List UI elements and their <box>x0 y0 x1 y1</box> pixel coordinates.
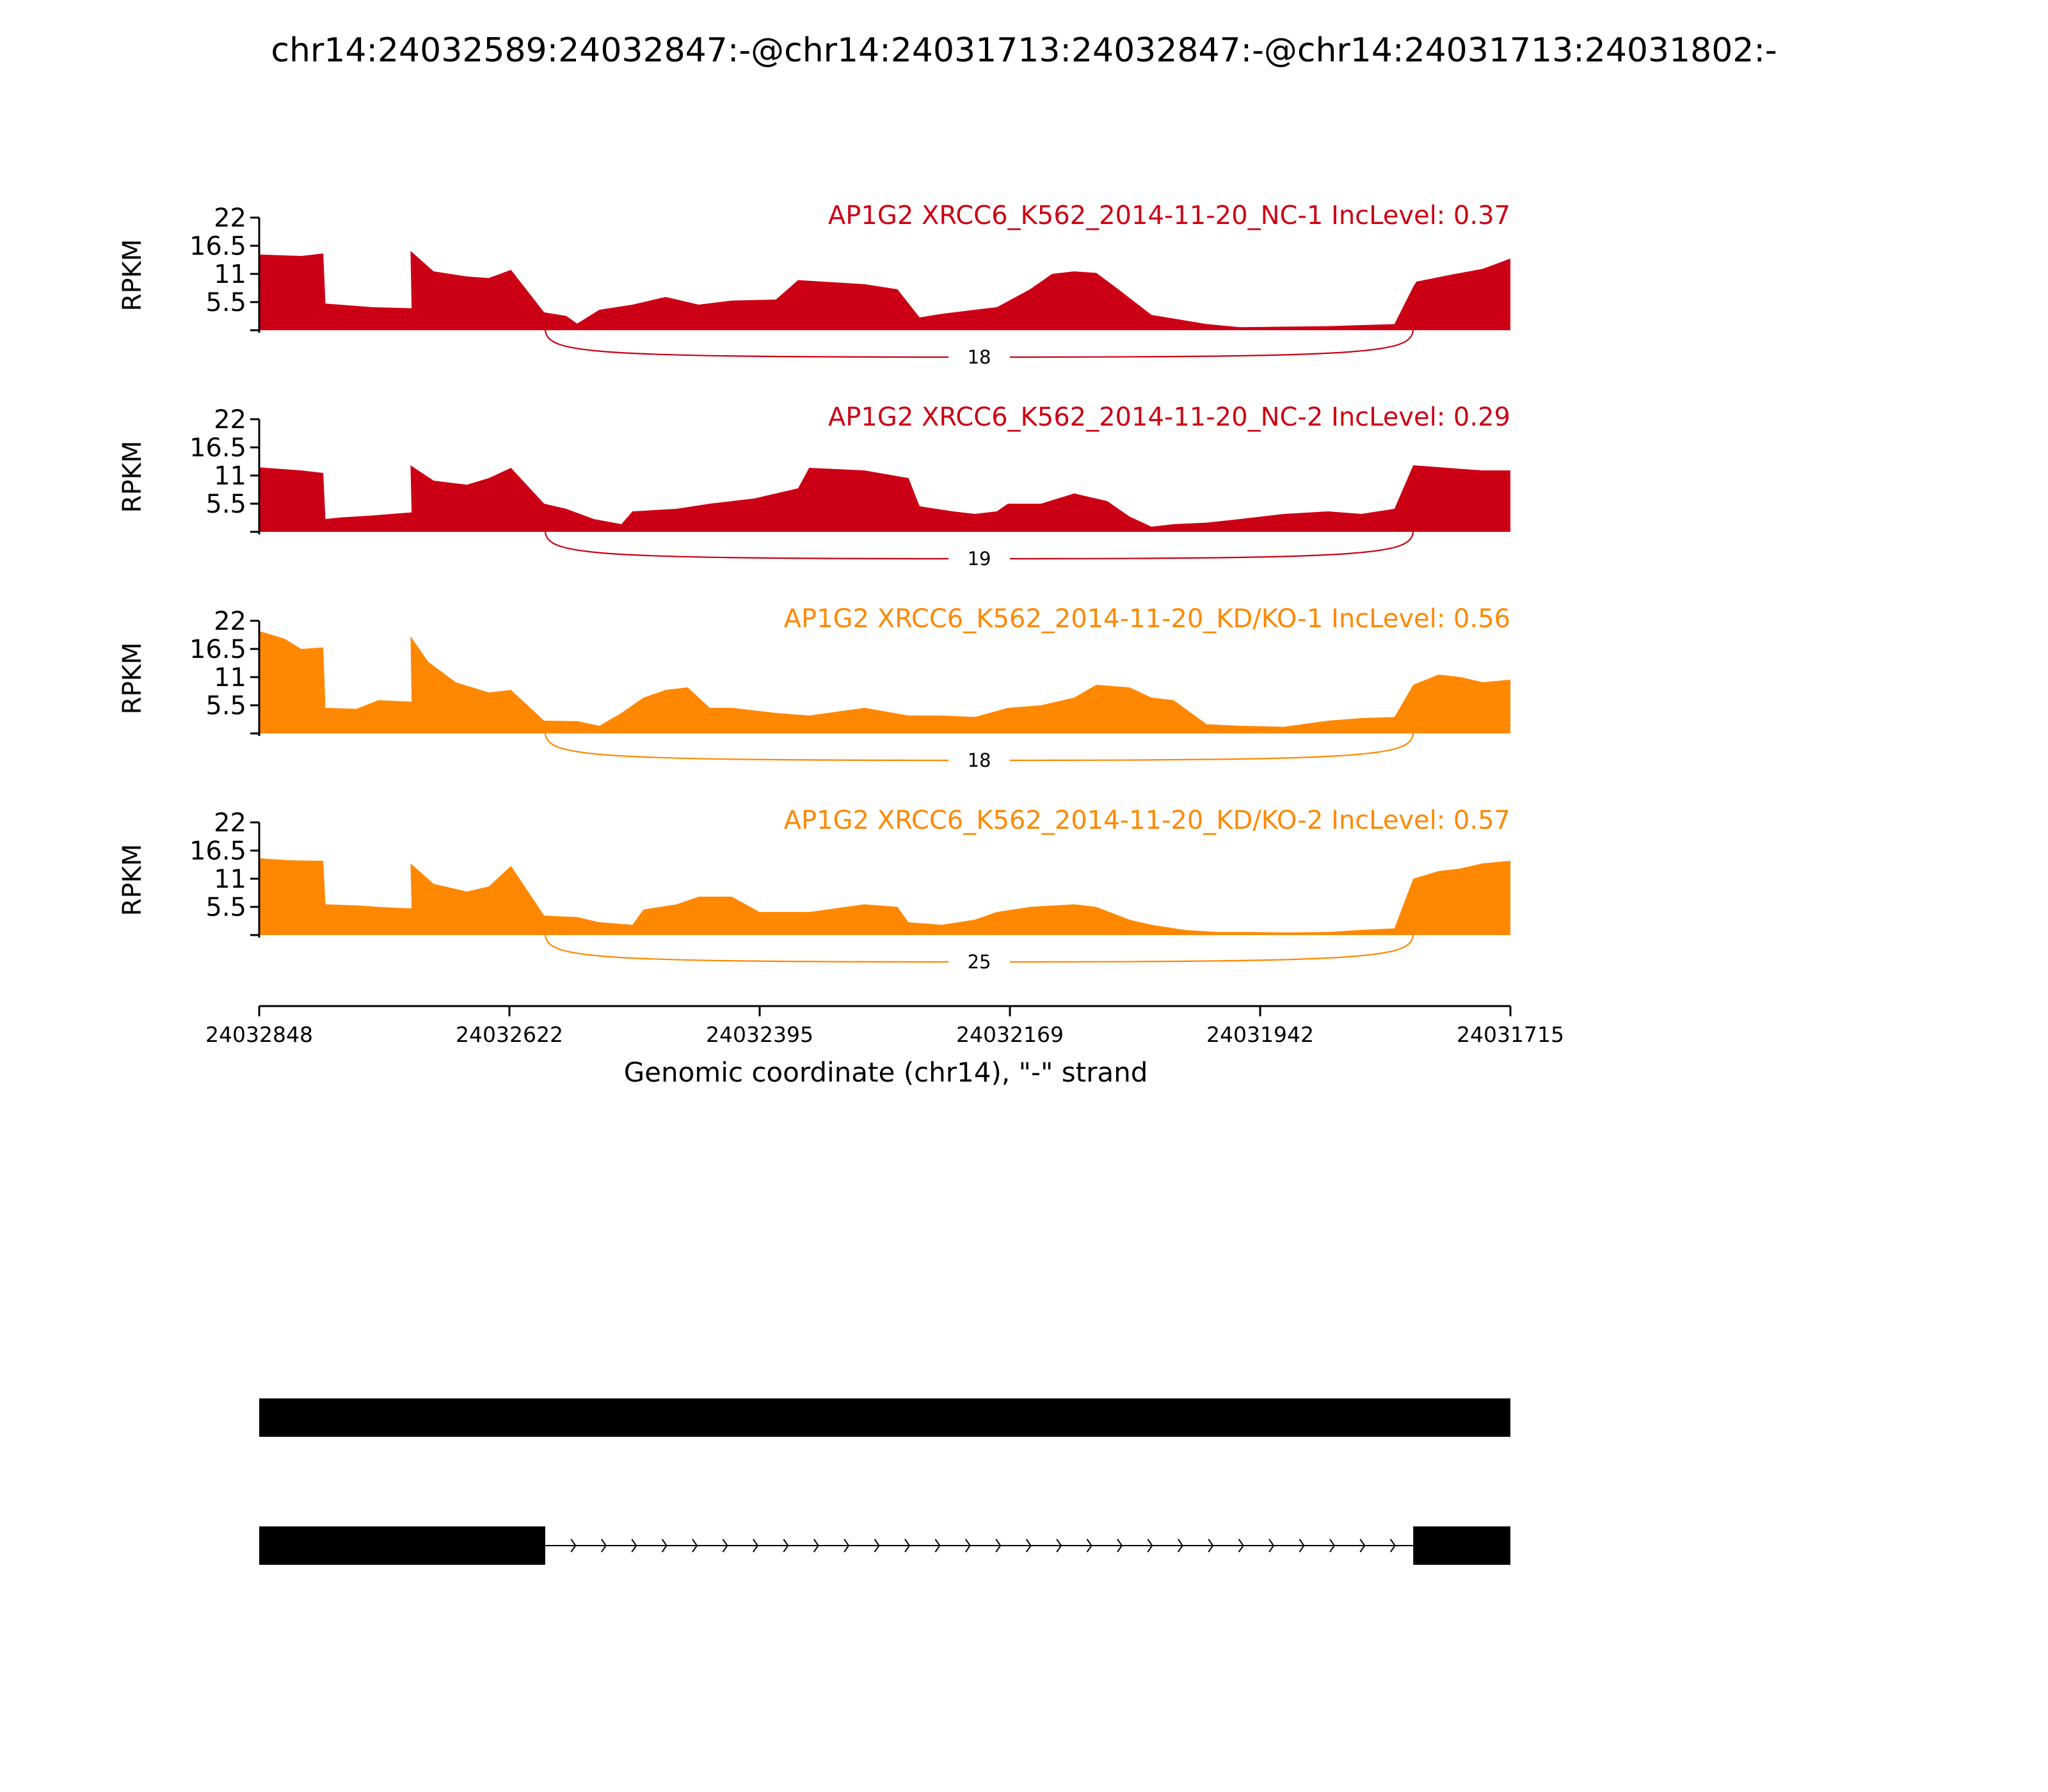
y-tick-label: 22 <box>214 808 246 838</box>
coverage-area <box>259 858 1510 935</box>
x-tick-label: 24032622 <box>456 1022 563 1047</box>
x-tick-label: 24032848 <box>205 1022 313 1047</box>
track-title: AP1G2 XRCC6_K562_2014-11-20_NC-1 IncLeve… <box>828 201 1510 230</box>
y-axis-label: RPKM <box>118 441 147 513</box>
y-tick-label: 16.5 <box>189 635 246 664</box>
x-tick-label: 24031715 <box>1457 1022 1564 1047</box>
y-tick-label: 5.5 <box>205 288 246 317</box>
junction-label-bg <box>948 547 1011 570</box>
x-axis-label: Genomic coordinate (chr14), "-" strand <box>624 1057 1148 1088</box>
strand-arrow <box>1208 1539 1214 1553</box>
y-tick-label: 22 <box>214 204 246 233</box>
y-tick-label: 11 <box>214 260 246 289</box>
strand-arrow <box>1117 1539 1123 1553</box>
junction-label-bg <box>948 950 1011 973</box>
strand-arrow <box>1359 1539 1366 1553</box>
exon-block <box>259 1526 545 1565</box>
x-tick-label: 24032395 <box>706 1022 813 1047</box>
strand-arrow <box>874 1539 880 1553</box>
exon-block <box>259 1398 1510 1437</box>
junction-label-bg <box>948 749 1011 772</box>
coverage-area <box>259 251 1510 330</box>
junction-label: 25 <box>968 951 991 973</box>
strand-arrow <box>1268 1539 1275 1553</box>
track-title: AP1G2 XRCC6_K562_2014-11-20_NC-2 IncLeve… <box>828 403 1510 432</box>
y-axis-label: RPKM <box>118 844 147 916</box>
junction: 25 <box>544 934 1414 973</box>
strand-arrow <box>934 1539 941 1553</box>
y-tick-label: 22 <box>214 405 246 435</box>
x-axis: 24032848 24032622 24032395 24032169 24031942… <box>205 1005 1564 1047</box>
strand-arrow <box>692 1539 698 1553</box>
strand-arrow <box>1086 1539 1092 1553</box>
strand-arrow <box>813 1539 819 1553</box>
strand-arrow <box>1389 1539 1396 1553</box>
strand-arrow <box>995 1539 1002 1553</box>
junction-label: 18 <box>968 346 991 368</box>
strand-arrow <box>783 1539 789 1553</box>
isoform-1 <box>259 1398 1510 1437</box>
junction-label: 19 <box>968 548 991 570</box>
strand-arrow <box>722 1539 728 1553</box>
strand-arrow <box>964 1539 972 1553</box>
y-tick-label: 22 <box>214 607 246 636</box>
strand-arrow <box>570 1539 577 1553</box>
junction: 18 <box>544 330 1414 369</box>
strand-arrow <box>1238 1539 1244 1553</box>
y-tick-label: 5.5 <box>205 691 246 721</box>
x-tick-label: 24032169 <box>956 1022 1064 1047</box>
strand-arrow <box>1177 1539 1183 1553</box>
junction-label-bg <box>948 346 1011 369</box>
strand-arrow <box>1329 1539 1336 1553</box>
main-title: chr14:24032589:24032847:-@chr14:24031713… <box>271 31 1777 70</box>
strand-arrow <box>1056 1539 1062 1553</box>
y-tick-label: 5.5 <box>205 490 246 519</box>
isoform-2 <box>259 1526 1510 1565</box>
y-tick-label: 16.5 <box>189 836 246 866</box>
strand-arrow <box>1299 1539 1305 1553</box>
strand-arrow <box>1025 1539 1032 1553</box>
track-title: AP1G2 XRCC6_K562_2014-11-20_KD/KO-2 IncL… <box>784 806 1510 835</box>
strand-arrow <box>844 1539 850 1553</box>
strand-arrow <box>753 1539 759 1553</box>
coverage-area <box>259 631 1510 733</box>
y-tick-label: 16.5 <box>189 433 246 463</box>
y-tick-label: 16.5 <box>189 232 246 261</box>
junction: 18 <box>544 733 1414 772</box>
y-tick-label: 11 <box>214 865 246 894</box>
junction-label: 18 <box>968 749 991 771</box>
strand-arrow <box>661 1539 668 1553</box>
coverage-area <box>259 465 1510 532</box>
exon-block <box>1413 1526 1510 1565</box>
y-axis-label: RPKM <box>118 643 147 715</box>
strand-arrow <box>1147 1539 1153 1553</box>
strand-arrow <box>600 1539 607 1553</box>
y-tick-label: 5.5 <box>205 893 246 922</box>
y-axis-label: RPKM <box>118 239 147 312</box>
track-title: AP1G2 XRCC6_K562_2014-11-20_KD/KO-1 IncL… <box>784 604 1510 634</box>
strand-arrow <box>631 1539 637 1553</box>
x-tick-label: 24031942 <box>1206 1022 1314 1047</box>
y-tick-label: 11 <box>214 461 246 491</box>
isoform-models <box>259 1398 1510 1565</box>
strand-arrow <box>904 1539 911 1553</box>
y-tick-label: 11 <box>214 663 246 692</box>
junction: 19 <box>544 531 1414 570</box>
